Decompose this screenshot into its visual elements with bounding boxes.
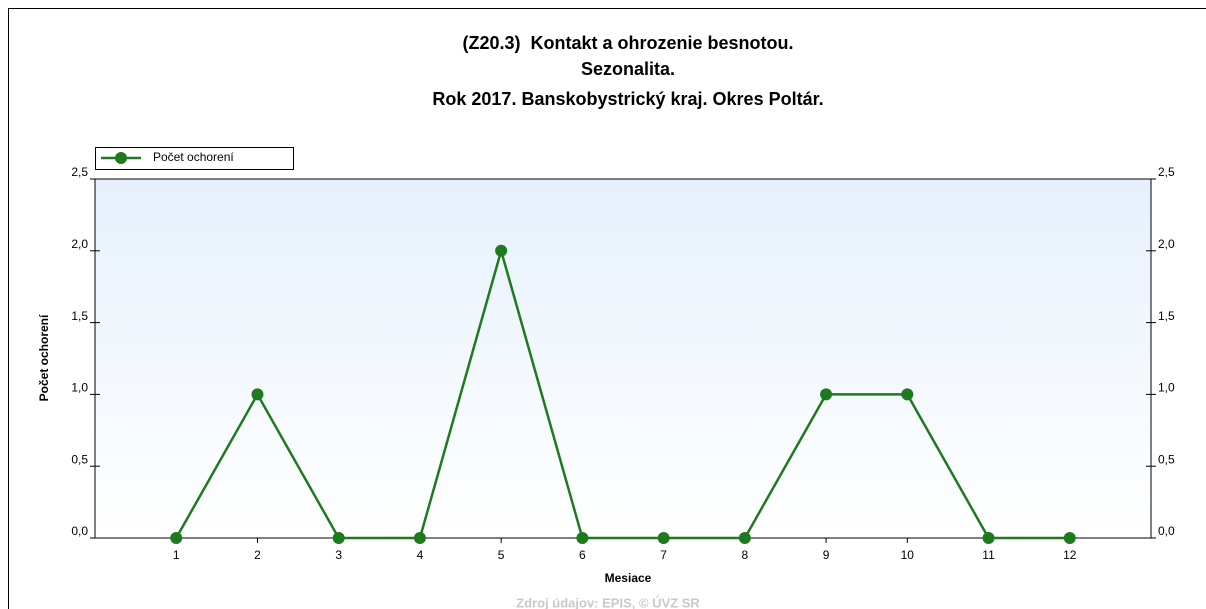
chart-subtitle: Rok 2017. Banskobystrický kraj. Okres Po… <box>432 89 823 109</box>
y-tick-label: 0,5 <box>71 452 88 466</box>
point <box>332 532 345 544</box>
legend-box <box>95 147 294 170</box>
y-tick-label: 2,5 <box>71 165 88 179</box>
point <box>495 244 508 257</box>
y-tick-label: 1,0 <box>71 381 88 395</box>
x-axis-title: Mesiace <box>605 571 652 585</box>
point <box>657 532 670 544</box>
chart-subtitle: Sezonalita. <box>581 59 675 79</box>
point <box>738 532 751 544</box>
frame <box>8 8 1206 609</box>
x-tick-label: 8 <box>742 548 749 562</box>
point <box>982 532 995 544</box>
y-tick-label: 1,5 <box>71 309 88 323</box>
x-tick-label: 11 <box>982 548 995 562</box>
y2-tick-label: 2,5 <box>1158 165 1175 179</box>
legend-label: Počet ochorení <box>153 150 234 164</box>
legend-marker <box>115 152 127 164</box>
x-tick-label: 3 <box>335 548 342 562</box>
x-tick-label: 10 <box>901 548 915 562</box>
x-tick-label: 6 <box>579 548 586 562</box>
x-tick-label: 2 <box>254 548 261 562</box>
point <box>820 388 833 401</box>
y2-tick-label: 1,5 <box>1158 309 1175 323</box>
y2-tick-label: 2,0 <box>1158 237 1175 251</box>
x-tick-label: 9 <box>823 548 830 562</box>
y-tick-label: 0,0 <box>71 524 88 538</box>
y-tick-label: 2,0 <box>71 237 88 251</box>
x-tick-label: 7 <box>660 548 667 562</box>
y2-tick-label: 0,0 <box>1158 524 1175 538</box>
y2-tick-label: 1,0 <box>1158 381 1175 395</box>
point <box>1063 532 1076 544</box>
y-axis-title: Počet ochorení <box>37 314 51 401</box>
x-tick-label: 12 <box>1063 548 1077 562</box>
point <box>901 388 914 401</box>
line <box>175 246 1070 540</box>
plot-area <box>95 179 1151 538</box>
x-tick-label: 1 <box>173 548 180 562</box>
point <box>576 532 589 544</box>
point <box>170 532 183 544</box>
y2-tick-label: 0,5 <box>1158 452 1175 466</box>
point <box>251 388 264 401</box>
point <box>413 532 426 544</box>
chart-title: (Z20.3) Kontakt a ohrozenie besnotou. <box>462 33 793 53</box>
source-note: Zdroj údajov: EPIS, © ÚVZ SR <box>516 595 700 609</box>
x-tick-label: 4 <box>417 548 424 562</box>
x-tick-label: 5 <box>498 548 505 562</box>
